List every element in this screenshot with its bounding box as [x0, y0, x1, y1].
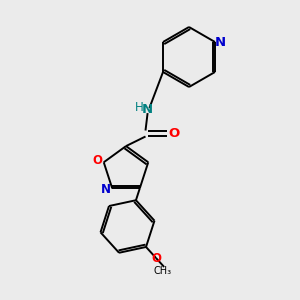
- Text: N: N: [101, 183, 111, 196]
- Text: N: N: [142, 103, 153, 116]
- Text: O: O: [151, 252, 161, 265]
- Text: N: N: [215, 35, 226, 49]
- Text: H: H: [134, 100, 143, 114]
- Text: O: O: [168, 127, 180, 140]
- Text: CH₃: CH₃: [154, 266, 172, 277]
- Text: O: O: [92, 154, 102, 167]
